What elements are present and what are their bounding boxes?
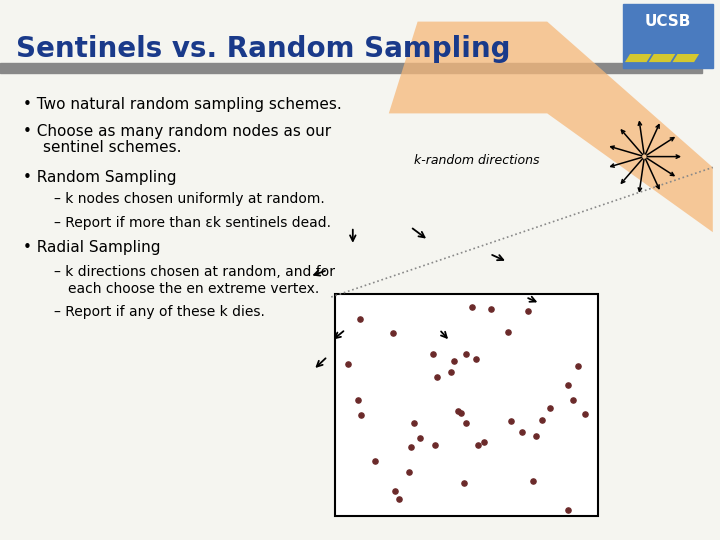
Text: • Two natural random sampling schemes.: • Two natural random sampling schemes. xyxy=(23,97,342,112)
Point xyxy=(458,478,469,487)
Point xyxy=(523,307,534,315)
Text: UCSB: UCSB xyxy=(644,14,691,29)
Point xyxy=(479,437,490,446)
Point xyxy=(354,315,366,323)
Point xyxy=(408,418,419,427)
Point xyxy=(355,410,366,419)
Point xyxy=(567,396,579,404)
Text: • Choose as many random nodes as our: • Choose as many random nodes as our xyxy=(23,124,331,139)
Point xyxy=(353,396,364,404)
Point xyxy=(393,495,405,503)
Point xyxy=(562,381,574,390)
Point xyxy=(503,327,514,336)
Point xyxy=(505,417,516,426)
Point xyxy=(390,487,401,495)
Point xyxy=(405,443,416,451)
Polygon shape xyxy=(389,22,713,232)
Point xyxy=(470,354,482,363)
Point xyxy=(414,434,426,442)
Point xyxy=(460,350,472,359)
Polygon shape xyxy=(672,54,699,62)
Point xyxy=(516,428,528,437)
Point xyxy=(485,305,497,313)
Text: • Radial Sampling: • Radial Sampling xyxy=(23,240,161,255)
Text: each choose the en extreme vertex.: each choose the en extreme vertex. xyxy=(68,282,320,296)
Point xyxy=(530,431,541,440)
Point xyxy=(431,373,442,381)
Point xyxy=(369,456,381,465)
Point xyxy=(536,416,547,425)
Point xyxy=(572,362,584,371)
Text: sentinel schemes.: sentinel schemes. xyxy=(43,140,181,156)
Bar xyxy=(0,63,702,73)
Point xyxy=(387,329,399,338)
Point xyxy=(544,404,556,413)
Point xyxy=(449,356,460,365)
Point xyxy=(472,441,484,450)
Text: • Random Sampling: • Random Sampling xyxy=(23,170,176,185)
Point xyxy=(445,368,456,376)
Bar xyxy=(335,294,598,516)
Point xyxy=(452,407,464,415)
Text: Sentinels vs. Random Sampling: Sentinels vs. Random Sampling xyxy=(16,35,510,63)
Point xyxy=(343,359,354,368)
Point xyxy=(579,409,590,418)
Text: – k nodes chosen uniformly at random.: – k nodes chosen uniformly at random. xyxy=(54,192,325,206)
Text: – Report if more than εk sentinels dead.: – Report if more than εk sentinels dead. xyxy=(54,216,331,230)
Text: – k directions chosen at random, and for: – k directions chosen at random, and for xyxy=(54,265,335,279)
Point xyxy=(461,419,472,428)
Text: – Report if any of these k dies.: – Report if any of these k dies. xyxy=(54,305,265,319)
Point xyxy=(467,303,478,312)
Point xyxy=(403,468,415,477)
Point xyxy=(562,505,574,514)
Polygon shape xyxy=(625,54,652,62)
Point xyxy=(428,441,440,450)
Polygon shape xyxy=(649,54,675,62)
Point xyxy=(455,408,467,417)
Bar xyxy=(623,4,713,68)
Point xyxy=(527,477,539,486)
Point xyxy=(427,350,438,359)
Text: k-random directions: k-random directions xyxy=(414,154,539,167)
